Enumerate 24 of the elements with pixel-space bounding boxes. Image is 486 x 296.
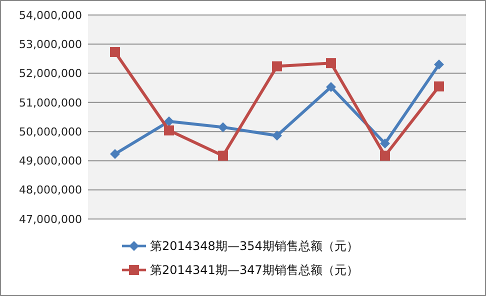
point	[110, 149, 120, 160]
point	[272, 130, 282, 141]
point	[218, 122, 228, 132]
point	[164, 116, 174, 126]
point	[218, 150, 228, 161]
point	[326, 82, 336, 92]
y-tick-label: 47,000,000	[19, 212, 82, 226]
point	[326, 58, 336, 68]
point	[110, 47, 120, 58]
point	[434, 60, 444, 70]
point	[380, 138, 390, 149]
y-tick-label: 53,000,000	[19, 38, 82, 51]
point	[272, 61, 282, 72]
point	[164, 125, 174, 136]
legend-label: 第2014341期—347期销售总额（元）	[150, 263, 358, 278]
point	[380, 150, 390, 161]
y-tick-label: 51,000,000	[19, 96, 82, 110]
y-tick-label: 54,000,000	[19, 8, 82, 22]
y-tick-label: 52,000,000	[19, 67, 82, 80]
y-tick-label: 50,000,000	[19, 125, 82, 138]
y-tick-label: 48,000,000	[19, 184, 82, 197]
point	[434, 81, 444, 92]
legend-label: 第2014348期—354期销售总额（元）	[150, 239, 358, 254]
y-tick-label: 49,000,000	[19, 154, 82, 168]
